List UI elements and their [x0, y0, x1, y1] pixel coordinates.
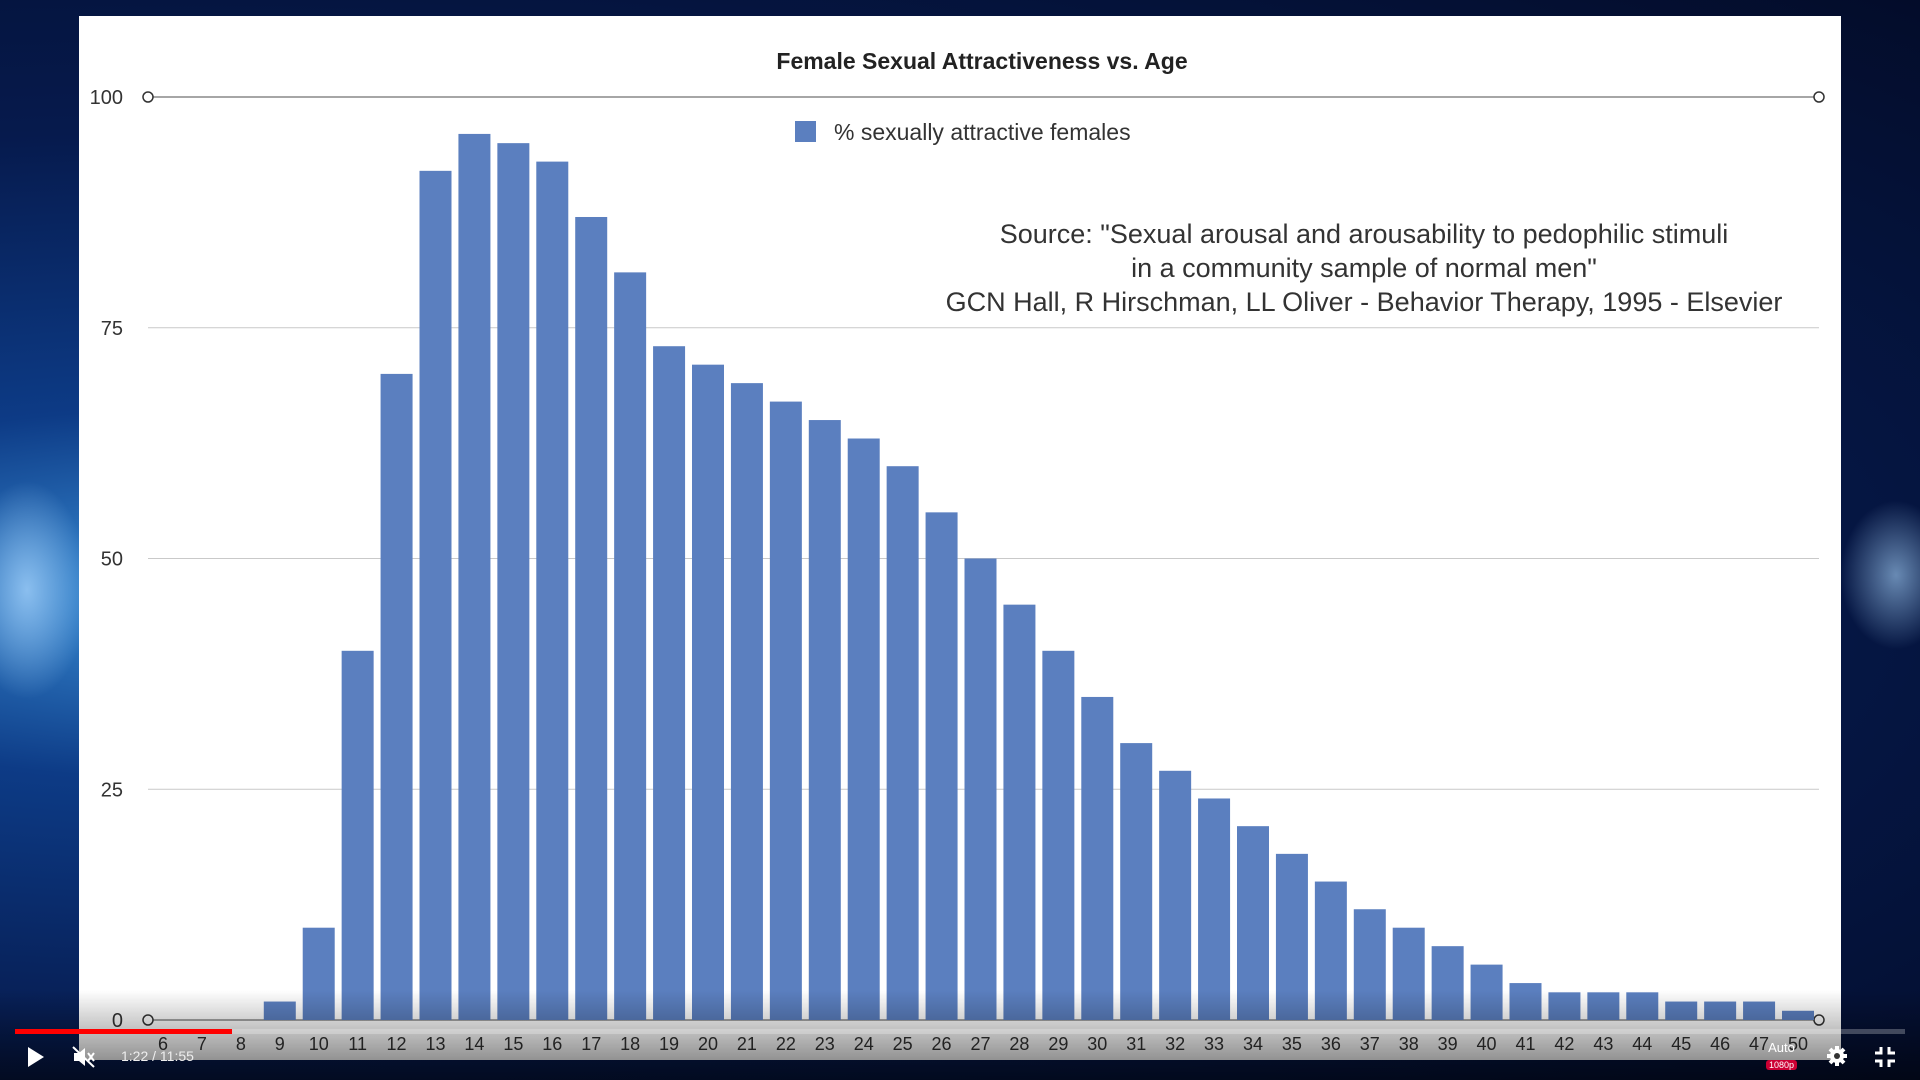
chart-slide: Female Sexual Attractiveness vs. Age 025… [79, 16, 1841, 1060]
play-button[interactable] [26, 1046, 46, 1068]
bar [925, 512, 958, 1020]
bar [419, 170, 452, 1021]
bar [536, 161, 569, 1021]
current-time: 1:22 [121, 1048, 149, 1064]
bar [458, 133, 491, 1021]
bar [1237, 826, 1269, 1020]
axis-end-marker [142, 91, 154, 103]
settings-button[interactable] [1826, 1045, 1848, 1067]
play-icon [28, 1047, 44, 1067]
quality-indicator[interactable]: Auto 1080p [1766, 1040, 1798, 1073]
bar [380, 373, 413, 1020]
mute-button[interactable] [72, 1046, 96, 1068]
y-tick-label: 100 [90, 87, 123, 109]
bar [1003, 604, 1036, 1020]
volume-muted-icon [72, 1046, 95, 1068]
bar [1042, 650, 1075, 1020]
time-display: 1:22 / 11:55 [121, 1048, 194, 1064]
time-separator: / [152, 1048, 157, 1064]
exit-fullscreen-button[interactable] [1874, 1046, 1896, 1068]
bar [730, 383, 763, 1020]
bar [964, 558, 997, 1020]
player-controls-bar [0, 990, 1920, 1080]
bar [692, 364, 724, 1020]
source-line-3: GCN Hall, R Hirschman, LL Oliver - Behav… [946, 287, 1783, 317]
duration: 11:55 [159, 1048, 194, 1064]
bar [1159, 770, 1192, 1020]
y-tick-label: 25 [101, 779, 123, 801]
bar [886, 466, 919, 1020]
source-line-1: Source: "Sexual arousal and arousability… [1000, 219, 1729, 249]
bar [341, 650, 374, 1020]
y-tick-label: 50 [101, 549, 123, 571]
legend-label: % sexually attractive females [834, 119, 1131, 145]
bar [653, 346, 686, 1021]
bar [769, 401, 802, 1021]
bar [1198, 798, 1231, 1020]
progress-played [15, 1029, 233, 1034]
quality-label: Auto [1768, 1040, 1795, 1055]
exit-fullscreen-icon [1875, 1047, 1895, 1067]
y-tick-label: 75 [101, 318, 123, 340]
gear-icon [1827, 1046, 1847, 1066]
bar-chart: Female Sexual Attractiveness vs. Age 025… [90, 48, 1825, 1054]
source-line-2: in a community sample of normal men" [1131, 253, 1597, 283]
axis-end-marker [1813, 91, 1825, 103]
bar [847, 438, 880, 1020]
legend-swatch [795, 121, 816, 142]
quality-badge: 1080p [1766, 1060, 1798, 1070]
bar [575, 216, 608, 1021]
bar [1120, 743, 1153, 1020]
bar [808, 420, 841, 1020]
background-glow-right [1840, 500, 1920, 650]
background-glow-left [0, 480, 90, 700]
bar [614, 272, 647, 1020]
chart-title: Female Sexual Attractiveness vs. Age [776, 48, 1187, 74]
bar [497, 143, 530, 1020]
bar [1081, 696, 1114, 1020]
progress-bar[interactable] [15, 1029, 1905, 1034]
